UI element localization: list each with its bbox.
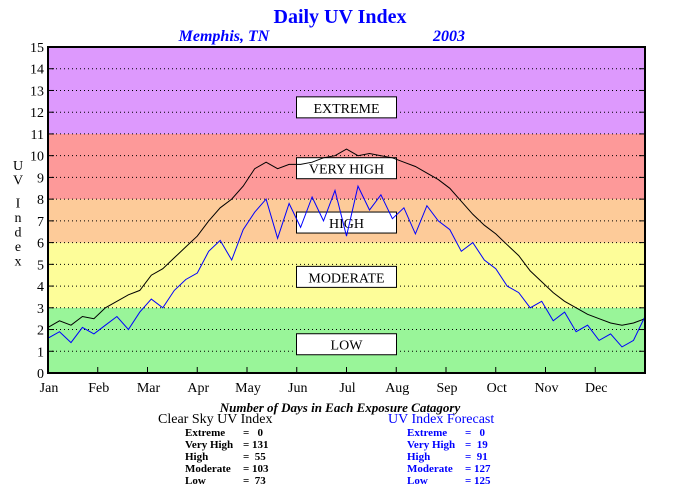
x-tick-label: Oct [487,381,507,396]
forecast-stats-rows: Extreme = 0 Very High = 19 High = 91 Moderate =… [388,427,503,487]
stats-row-count: = 125 [465,475,491,487]
y-tick-label: 15 [30,41,44,56]
stats-row-count: = 19 [465,439,488,451]
series-lines [47,148,646,348]
y-tick-label: 10 [30,150,44,165]
clear-sky-stats-rows: Extreme = 0 Very High = 131 High = 55 Moderate… [158,427,281,487]
stats-row-label: High [185,451,209,463]
forecast-stats: UV Index Forecast Extreme = 0 Very High = 1… [388,412,503,488]
stats-row: Moderate = 127 [407,463,503,475]
band-label-box [296,265,397,288]
y-tick-label: 3 [37,302,44,317]
stats-row-count: = 0 [465,427,486,439]
y-tick-label: 14 [30,63,44,78]
stats-row-count: = 73 [243,475,266,487]
stats-row-count: = 131 [243,439,269,451]
y-tick-label: 1 [37,345,44,360]
series-clear-sky [47,148,646,328]
stats-row-count: = 0 [243,427,264,439]
stats-row: High = 55 [185,451,281,463]
clear-sky-stats: Clear Sky UV Index Extreme = 0 Very High = … [158,412,281,488]
y-tick-label: 5 [37,258,44,273]
y-axis-label-letter: e [15,240,21,255]
chart-title: Daily UV Index [274,6,407,28]
x-tick-label: Feb [88,381,109,396]
stats-row-label: High [407,451,431,463]
y-tick-label: 0 [37,367,44,382]
stats-row-count: = 103 [243,463,269,475]
band-label-box [296,96,397,119]
band-label: HIGH [329,217,364,232]
y-tick-label: 9 [37,171,44,186]
y-axis-label-letter: x [15,255,22,270]
y-tick-label: 7 [37,215,44,230]
exposure-bands [48,47,645,373]
y-tick-label: 4 [37,280,44,295]
stats-row: High = 91 [407,451,503,463]
stats-row: Low = 73 [185,475,281,487]
stats-row-label: Moderate [185,463,231,475]
y-tick-label: 12 [30,106,44,121]
y-tick-label: 6 [37,237,44,252]
y-axis-label-letter: U [13,159,23,174]
stats-row: Very High = 131 [185,439,281,451]
stats-row-count: = 91 [465,451,488,463]
x-tick-label: Jan [40,381,59,396]
y-tick-label: 11 [31,128,44,143]
stats-row: Very High = 19 [407,439,503,451]
band-label: VERY HIGH [309,163,384,178]
x-tick-label: Sep [437,381,458,396]
stats-title: Number of Days in Each Exposure Catagory [219,400,461,415]
chart-location: Memphis, TN [178,28,271,45]
stats-row: Low = 125 [407,475,503,487]
chart-year: 2003 [432,28,465,45]
y-tick-label: 2 [37,324,44,339]
x-tick-label: Jul [339,381,355,396]
x-tick-label: Dec [585,381,608,396]
stats-row-label: Extreme [185,427,226,439]
band-label: MODERATE [308,271,384,286]
stats-row: Extreme = 0 [407,427,503,439]
band-label: EXTREME [313,102,379,117]
y-tick-label: 8 [37,193,44,208]
band-extreme [48,47,645,134]
forecast-stats-title: UV Index Forecast [388,412,495,427]
y-axis-label-letter: I [16,197,21,212]
y-tick-label: 13 [30,84,44,99]
x-tick-label: Mar [137,381,161,396]
x-tick-label: Jun [288,381,307,396]
stats-row-label: Moderate [407,463,453,475]
clear-sky-stats-title: Clear Sky UV Index [158,412,273,427]
stats-row-label: Low [185,475,206,487]
stats-row-label: Very High [407,439,456,451]
x-tick-label: Apr [187,381,209,396]
stats-row: Moderate = 103 [185,463,281,475]
stats-row: Extreme = 0 [185,427,281,439]
x-tick-label: Aug [385,381,409,396]
stats-row-label: Very High [185,439,234,451]
series-forecast [47,184,646,348]
stats-row-label: Extreme [407,427,448,439]
stats-row-count: = 55 [243,451,266,463]
band-label: LOW [331,339,364,354]
y-axis-label-letter: n [15,211,22,226]
stats-row-count: = 127 [465,463,491,475]
band-label-box [296,333,397,356]
band-label-box [296,157,397,180]
y-axis-label-letter: d [15,226,22,241]
x-tick-label: May [235,381,261,396]
stats-row-label: Low [407,475,428,487]
x-axis: Jan Feb Mar Apr May Jun Jul Aug Sep Oct Nov Dec [40,367,608,396]
y-axis-label-letter: V [13,174,23,189]
x-tick-label: Nov [534,381,558,396]
